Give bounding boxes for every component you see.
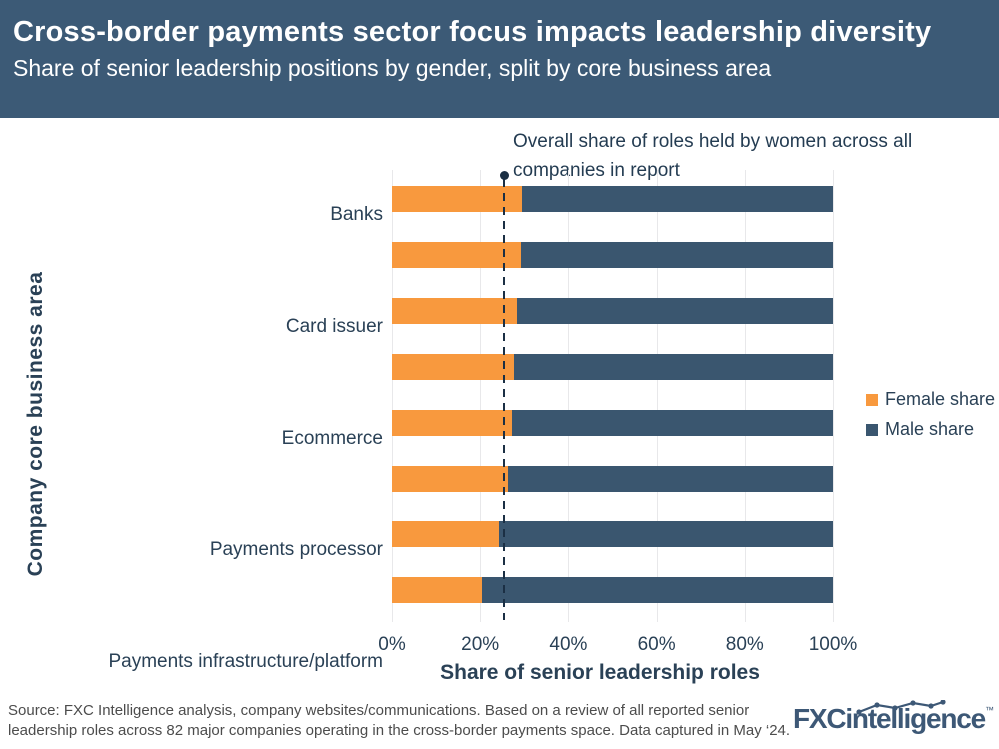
female-share-segment-7 (392, 577, 482, 604)
bar-row-2: Ecommerce (282, 297, 833, 449)
source-note: Source: FXC Intelligence analysis, compa… (8, 701, 808, 740)
male-share-swatch (866, 423, 878, 436)
overall-women-share-reference-line (503, 179, 506, 620)
bar-row-7: Mobile wallet/mobile money (392, 577, 833, 604)
female-share-segment-4 (392, 409, 512, 436)
category-label-2: Ecommerce (281, 427, 383, 449)
gridline-100 (833, 170, 834, 622)
female-share-segment-0 (392, 186, 523, 212)
gridline-60 (656, 170, 658, 622)
bar-row-5: Consumer money transfers/Remittances (392, 465, 833, 492)
x-tick-80: 80% (725, 634, 764, 655)
x-tick-60: 60% (637, 634, 676, 655)
male-share-segment-0 (522, 186, 833, 212)
male-share-segment-4 (511, 409, 833, 436)
category-label-3: Payments processor (209, 539, 383, 561)
male-share-segment-1 (520, 241, 833, 268)
legend-label-female: Female share (885, 389, 996, 409)
source-line-1: Source: FXC Intelligence analysis, compa… (8, 702, 750, 719)
x-tick-100: 100% (808, 634, 858, 655)
male-share-segment-5 (508, 465, 833, 492)
female-share-segment-2 (392, 297, 518, 324)
bar-row-6: B2B payments (392, 521, 833, 548)
female-share-segment-1 (392, 241, 521, 268)
logo-trademark: ™ (985, 705, 994, 715)
bar-row-1: Card issuer (286, 241, 833, 337)
female-share-segment-6 (392, 521, 499, 548)
source-line-2: leadership roles across 82 major compani… (8, 721, 791, 739)
gridline-0 (392, 170, 393, 622)
female-share-swatch (866, 393, 878, 406)
male-share-segment-2 (517, 297, 833, 324)
female-share-segment-3 (392, 353, 514, 380)
category-label-0: Banks (330, 204, 383, 225)
category-label-1: Card issuer (285, 315, 383, 337)
chart-subtitle: Share of senior leadership positions by … (13, 55, 772, 82)
bar-row-0: Banks (330, 186, 833, 225)
plot-area: 0% 20% 40% 60% 80% 100% Banks Card issuer Ecomme… (108, 170, 857, 672)
male-share-segment-7 (481, 577, 833, 604)
chart-title: Cross-border payments sector focus impac… (13, 16, 932, 48)
logo-chartline-icon (856, 700, 946, 715)
bar-row-4: Payments infrastructure/platform (108, 409, 833, 672)
x-tick-20: 20% (461, 634, 500, 655)
x-axis-title: Share of senior leadership roles (440, 661, 760, 684)
annotation-line-1: Overall share of roles held by women acr… (513, 131, 913, 152)
male-share-segment-6 (498, 521, 833, 548)
annotation-line-2: companies in report (513, 160, 680, 181)
reference-line-annotation: Overall share of roles held by women acr… (513, 127, 912, 185)
fxc-intelligence-logo: FXCintelligence™ (793, 700, 994, 735)
header-band: Cross-border payments sector focus impac… (0, 0, 999, 118)
gridline-40 (568, 170, 570, 622)
category-label-4: Payments infrastructure/platform (108, 651, 383, 673)
female-share-segment-5 (392, 465, 509, 492)
male-share-segment-3 (513, 353, 833, 380)
x-tick-40: 40% (549, 634, 588, 655)
bar-row-3: Payments processor (210, 353, 833, 560)
reference-line-dot (499, 171, 509, 180)
legend-item-female: Female share (866, 389, 995, 410)
gridline-20 (480, 170, 482, 622)
gridline-80 (744, 170, 746, 622)
legend-label-male: Male share (885, 419, 975, 439)
x-tick-0: 0% (378, 634, 406, 655)
legend-item-male: Male share (866, 419, 995, 440)
legend: Female share Male share (866, 389, 995, 449)
